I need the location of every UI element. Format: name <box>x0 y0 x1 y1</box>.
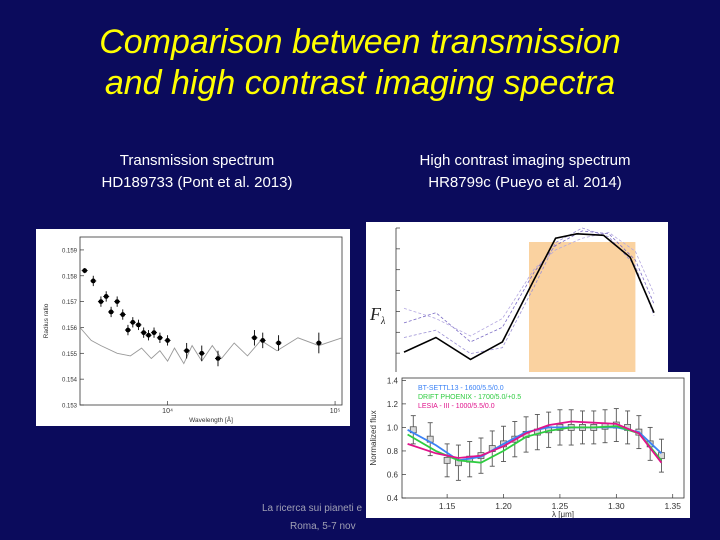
y-tick-label: 1.2 <box>387 400 399 409</box>
transmission-spectrum-plot: 0.159 0.158 0.157 0.156 0.155 0.154 0.153 10⁴ 10… <box>36 229 350 426</box>
plot-frame <box>401 377 685 499</box>
data-point <box>199 350 205 356</box>
data-point <box>215 356 221 361</box>
x-tick-label: 1.15 <box>439 501 456 511</box>
model-spectrum-line <box>79 327 343 365</box>
data-point <box>151 330 157 336</box>
data-point <box>165 337 170 343</box>
model-series-line <box>407 420 663 464</box>
data-point <box>136 322 141 328</box>
y-tick-label: 1.0 <box>387 423 399 432</box>
data-point <box>125 327 131 333</box>
data-point <box>252 335 257 341</box>
data-point <box>108 309 114 315</box>
footer-line-1: La ricerca sui pianeti e <box>262 503 363 514</box>
data-point <box>98 299 104 305</box>
data-point <box>260 337 266 343</box>
y-tick-label: 0.6 <box>387 470 399 479</box>
footer-line-2: Roma, 5-7 nov <box>290 521 356 532</box>
x-axis-label: Wavelength [Å] <box>189 415 233 424</box>
data-point <box>184 348 190 354</box>
legend-entry: BT-SETTL13 - 1600/5.5/0.0 <box>418 385 504 392</box>
y-tick-label: 0.154 <box>62 378 78 384</box>
y-axis-label: Radius ratio <box>43 303 50 338</box>
imaging-spectrum-plot: Fλ <box>366 222 668 380</box>
x-tick-label: 1.20 <box>495 501 512 511</box>
y-tick-label: 0.158 <box>62 274 78 280</box>
x-tick-label: 10⁴ <box>162 408 173 415</box>
data-point <box>130 319 136 325</box>
y-tick-label: 0.4 <box>387 494 399 503</box>
y-tick-label: 0.157 <box>62 300 78 306</box>
x-tick-label: 1.30 <box>608 501 625 511</box>
data-point <box>316 340 322 346</box>
data-point <box>120 312 126 317</box>
legend-entry: DRIFT PHOENIX - 1700/5.0/+0.5 <box>418 394 521 401</box>
data-point <box>146 332 151 338</box>
observed-spectrum-line <box>403 232 655 361</box>
transmission-spectrum-svg: 0.159 0.158 0.157 0.156 0.155 0.154 0.153 10⁴ 10… <box>43 236 343 424</box>
data-point <box>103 294 109 299</box>
normalized-flux-inset-plot: 1.4 1.2 1.0 0.8 0.6 0.4 1.15 1.20 1.25 1.30 1.35 λ … <box>366 372 690 518</box>
right-caption-line-2: HR8799c (Pueyo et al. 2014) <box>428 174 622 191</box>
x-tick-label: 1.35 <box>664 501 681 511</box>
x-axis-label: λ [μm] <box>552 510 574 518</box>
left-caption-line-1: Transmission spectrum <box>119 152 275 169</box>
footer-note: La ricerca sui pianeti e Roma, 5-7 nov <box>262 500 362 536</box>
legend-entry: LESIA - III - 1000/5.5/0.0 <box>418 403 495 410</box>
y-tick-label: 0.155 <box>62 352 78 358</box>
y-tick-label: 0.153 <box>62 404 78 410</box>
data-point <box>90 278 96 284</box>
y-tick-label: 0.156 <box>62 326 78 332</box>
y-tick-label: 0.8 <box>387 447 399 456</box>
data-point <box>114 299 120 305</box>
y-axis-label: Normalized flux <box>369 410 378 465</box>
x-tick-label: 10⁵ <box>330 408 341 415</box>
y-tick-label: 0.159 <box>62 248 78 254</box>
data-point <box>443 456 451 464</box>
right-caption-line-1: High contrast imaging spectrum <box>419 152 631 169</box>
shaded-band <box>529 242 636 374</box>
data-point <box>141 330 147 336</box>
x-tick-label: 1.25 <box>552 501 569 511</box>
normalized-flux-svg: 1.4 1.2 1.0 0.8 0.6 0.4 1.15 1.20 1.25 1.30 1.35 λ … <box>369 376 685 518</box>
left-caption-line-2: HD189733 (Pont et al. 2013) <box>101 174 293 191</box>
slide-title-line-2: and high contrast imaging spectra <box>104 64 616 102</box>
model-series-line <box>407 425 663 464</box>
y-axis-label: Fλ <box>369 304 386 327</box>
y-tick-label: 1.4 <box>387 376 399 385</box>
data-point <box>157 335 163 341</box>
data-point <box>276 340 281 346</box>
data-point <box>82 268 88 273</box>
imaging-spectrum-svg: Fλ <box>369 227 655 375</box>
slide-title-line-1: Comparison between transmission <box>99 23 621 61</box>
slide-title: Comparison between transmission and high… <box>0 22 720 104</box>
left-caption: Transmission spectrum HD189733 (Pont et … <box>52 150 342 194</box>
right-caption: High contrast imaging spectrum HR8799c (… <box>380 150 670 194</box>
plot-frame <box>79 236 343 406</box>
